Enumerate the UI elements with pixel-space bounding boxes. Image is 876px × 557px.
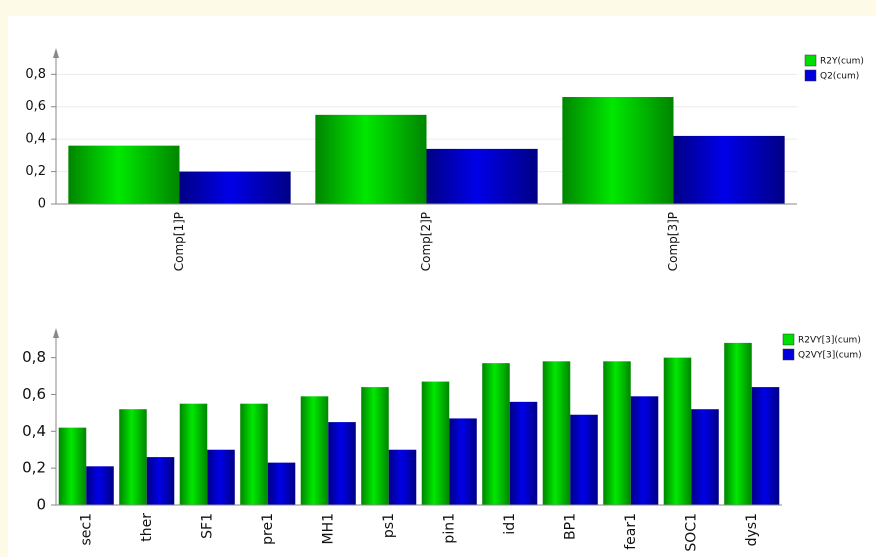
legend-swatch <box>804 69 817 82</box>
bar <box>673 135 785 204</box>
bar <box>300 396 329 505</box>
bar <box>603 361 631 505</box>
x-tick-label: Comp[3]P <box>666 212 680 271</box>
bar <box>630 396 659 505</box>
x-tick-label: sec1 <box>78 513 94 546</box>
x-tick-label: SF1 <box>199 513 215 539</box>
bar <box>542 361 571 505</box>
bar <box>449 418 477 505</box>
x-tick-label: id1 <box>502 513 518 535</box>
x-tick-label: ps1 <box>381 513 397 538</box>
legend-label: Q2VY[3](cum) <box>798 351 862 361</box>
bar <box>751 387 780 505</box>
x-tick-label: SOC1 <box>683 513 699 552</box>
x-tick-label: pre1 <box>260 513 276 545</box>
legend-swatch <box>804 54 817 67</box>
bar <box>691 409 719 505</box>
bar <box>207 449 235 505</box>
y-tick-label: 0,4 <box>25 132 46 147</box>
y-tick-label: 0,8 <box>25 67 46 82</box>
bar <box>315 114 427 204</box>
bar <box>426 148 538 204</box>
y-tick-label: 0,2 <box>22 459 46 477</box>
bar <box>482 363 510 505</box>
y-tick-label: 0,2 <box>25 164 46 179</box>
x-tick-label: MH1 <box>320 513 336 545</box>
bar <box>146 457 175 505</box>
y-tick-label: 0,4 <box>22 422 46 440</box>
y-tick-label: 0,6 <box>22 385 46 403</box>
bar <box>179 171 291 204</box>
x-tick-label: BP1 <box>562 513 578 540</box>
bar <box>421 381 450 505</box>
bar <box>562 97 674 204</box>
x-tick-label: fear1 <box>623 513 639 550</box>
y-axis-arrow <box>53 48 59 58</box>
y-tick-label: 0 <box>36 496 46 514</box>
x-tick-label: dys1 <box>744 513 760 546</box>
legend-swatch <box>782 333 795 346</box>
x-tick-label: ther <box>139 513 155 542</box>
bar <box>86 466 114 505</box>
legend-label: Q2(cum) <box>820 72 859 82</box>
bar <box>388 449 417 505</box>
x-tick-label: Comp[2]P <box>419 212 433 271</box>
y-tick-label: 0,8 <box>22 348 46 366</box>
bar <box>570 414 598 505</box>
bar <box>119 409 147 505</box>
legend-swatch <box>782 348 795 361</box>
x-tick-label: Comp[1]P <box>172 212 186 271</box>
bar <box>179 403 208 505</box>
legend-label: R2VY[3](cum) <box>798 336 861 346</box>
bar <box>724 342 752 505</box>
x-tick-label: pin1 <box>441 513 457 544</box>
y-tick-label: 0 <box>38 197 46 212</box>
bar <box>58 427 87 505</box>
y-tick-label: 0,6 <box>25 99 46 114</box>
bar <box>68 145 180 204</box>
bar <box>328 422 356 505</box>
bar <box>361 387 389 505</box>
legend-label: R2Y(cum) <box>820 57 864 67</box>
bar <box>509 401 538 505</box>
bar <box>663 357 692 505</box>
y-axis-arrow <box>53 328 59 338</box>
bar <box>240 403 268 505</box>
bar <box>267 462 296 505</box>
